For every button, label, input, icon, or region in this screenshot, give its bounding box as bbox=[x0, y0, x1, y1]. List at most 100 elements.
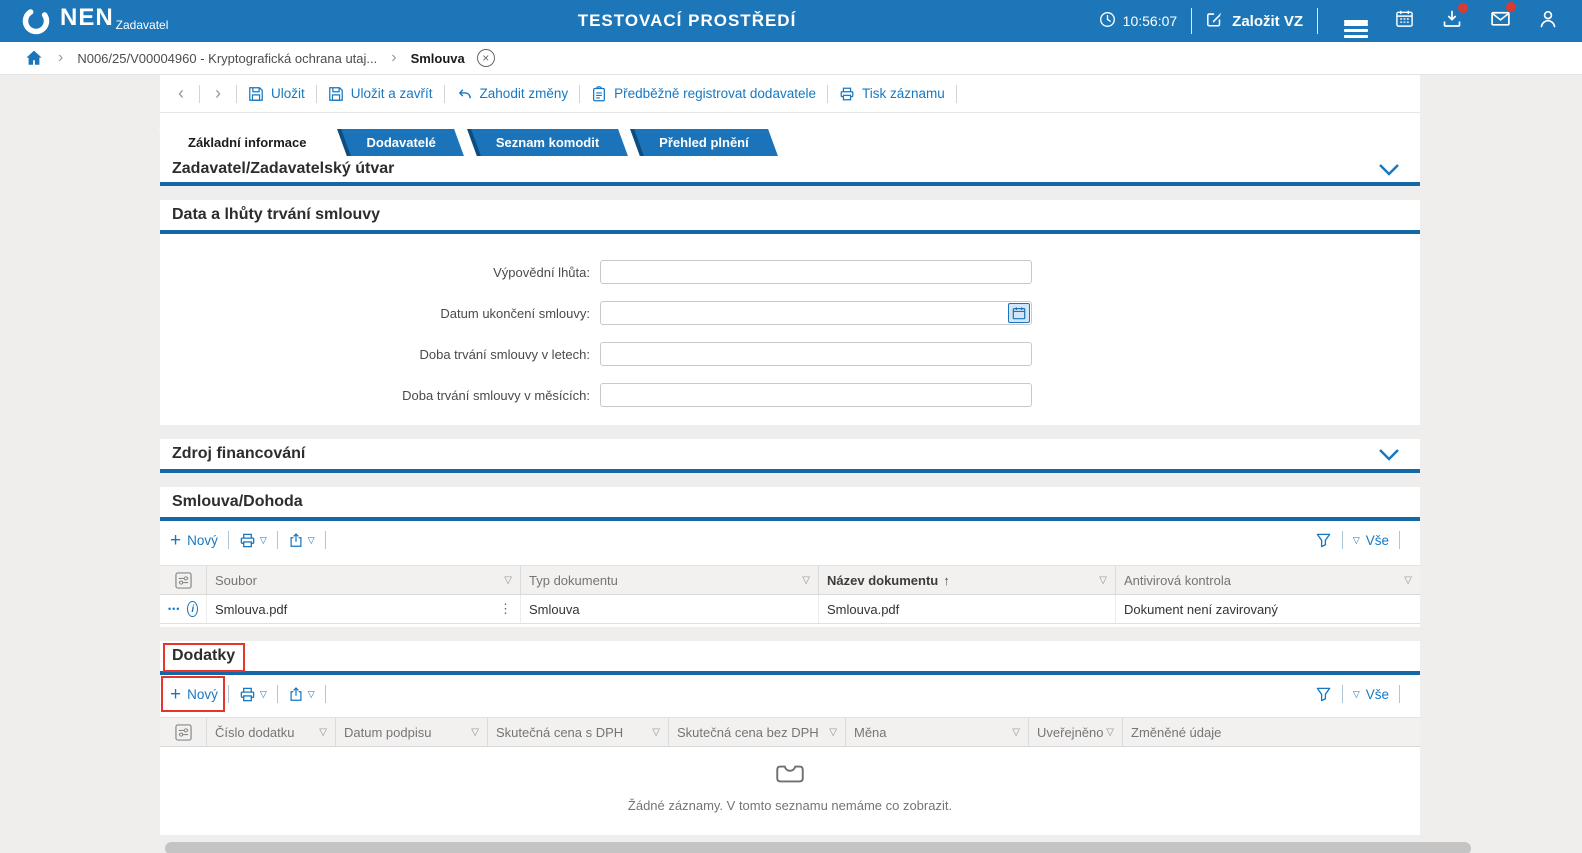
calendar-icon bbox=[1395, 9, 1414, 33]
column-settings-icon bbox=[174, 723, 192, 741]
row-menu-icon[interactable]: ••• bbox=[168, 604, 181, 614]
export-list-button[interactable]: ▽ bbox=[288, 532, 315, 548]
date-picker-button[interactable] bbox=[1008, 303, 1030, 323]
view-all-button[interactable]: ▽ Vše bbox=[1353, 533, 1389, 548]
divider bbox=[199, 84, 200, 103]
column-filter-icon[interactable]: ▽ bbox=[471, 726, 479, 738]
column-filter-icon[interactable]: ▽ bbox=[829, 726, 837, 738]
next-record-button[interactable]: › bbox=[215, 83, 221, 103]
tab-zakladni-informace[interactable]: Základní informace bbox=[159, 129, 336, 156]
printer-icon bbox=[240, 533, 255, 547]
column-label: Typ dokumentu bbox=[529, 572, 618, 588]
export-list-button[interactable]: ▽ bbox=[288, 686, 315, 702]
column-filter-icon[interactable]: ▽ bbox=[652, 726, 660, 738]
session-time: 10:56:07 bbox=[1122, 13, 1178, 29]
tab-dodavatele[interactable]: Dodavatelé bbox=[337, 129, 465, 156]
column-header-antivirova-kontrola[interactable]: Antivirová kontrola ▽ bbox=[1115, 566, 1420, 594]
divider bbox=[955, 84, 957, 103]
expand-section-button[interactable] bbox=[1378, 163, 1400, 176]
calendar-button[interactable] bbox=[1380, 9, 1428, 33]
column-header-nazev-dokumentu[interactable]: Název dokumentu ↑ ▽ bbox=[818, 566, 1115, 594]
tab-label: Základní informace bbox=[188, 135, 307, 150]
cell-nazev-dokumentu: Smlouva.pdf bbox=[827, 601, 900, 617]
column-label: Antivirová kontrola bbox=[1124, 572, 1231, 588]
view-all-button[interactable]: ▽ Vše bbox=[1353, 687, 1389, 702]
create-vz-button[interactable]: Založit VZ bbox=[1206, 10, 1303, 32]
dropdown-icon: ▽ bbox=[1352, 688, 1360, 699]
expand-section-button[interactable] bbox=[1378, 448, 1400, 461]
column-filter-icon[interactable]: ▽ bbox=[1106, 726, 1114, 738]
column-filter-icon[interactable]: ▽ bbox=[504, 574, 512, 586]
column-header-datum-podpisu[interactable]: Datum podpisu ▽ bbox=[335, 718, 487, 746]
print-list-button[interactable]: ▽ bbox=[239, 532, 267, 549]
column-header-uverejneno[interactable]: Uveřejněno ▽ bbox=[1028, 718, 1122, 746]
print-record-label: Tisk záznamu bbox=[861, 86, 945, 101]
cell-antivirova-kontrola: Dokument není zavirovaný bbox=[1124, 601, 1278, 617]
column-label: Skutečná cena bez DPH bbox=[677, 724, 819, 740]
preregister-supplier-button[interactable]: Předběžně registrovat dodavatele bbox=[591, 85, 816, 102]
tab-prehled-plneni[interactable]: Přehled plnění bbox=[630, 129, 778, 156]
clock-icon bbox=[1099, 11, 1116, 31]
column-header-skutecna-cena-s-dph[interactable]: Skutečná cena s DPH ▽ bbox=[487, 718, 668, 746]
doba-trvani-letech-input[interactable] bbox=[600, 342, 1032, 366]
tab-seznam-komodit[interactable]: Seznam komodit bbox=[466, 129, 629, 156]
divider bbox=[1341, 685, 1343, 703]
discard-changes-button[interactable]: Zahodit změny bbox=[456, 85, 569, 102]
filter-button[interactable] bbox=[1315, 532, 1332, 549]
user-profile-button[interactable] bbox=[1524, 9, 1572, 34]
printer-icon bbox=[240, 687, 255, 701]
datum-ukonceni-input[interactable] bbox=[600, 301, 1032, 325]
brand-subtitle: Zadavatel bbox=[115, 17, 169, 32]
doba-trvani-mesicich-input[interactable] bbox=[600, 383, 1032, 407]
save-close-button[interactable]: Uložit a zavřít bbox=[328, 86, 433, 102]
clipboard-icon bbox=[593, 85, 606, 101]
close-record-button[interactable]: × bbox=[476, 49, 495, 67]
downloads-button[interactable] bbox=[1428, 2, 1476, 34]
record-toolbar: ‹ › Uložit Uložit a zavřít bbox=[160, 75, 1420, 113]
horizontal-scrollbar-thumb[interactable] bbox=[165, 842, 1471, 853]
vypovedni-lhuta-input[interactable] bbox=[600, 260, 1032, 284]
dropdown-icon: ▽ bbox=[259, 688, 267, 699]
column-header-soubor[interactable]: Soubor ▽ bbox=[206, 566, 520, 594]
mail-icon bbox=[1490, 8, 1511, 34]
prev-record-button[interactable]: ‹ bbox=[178, 83, 184, 103]
messages-button[interactable] bbox=[1476, 2, 1524, 34]
session-clock: 10:56:07 bbox=[1099, 11, 1178, 31]
print-record-button[interactable]: Tisk záznamu bbox=[839, 86, 945, 102]
sort-ascending-icon: ↑ bbox=[943, 572, 950, 588]
column-header-zmenene-udaje[interactable]: Změněné údaje bbox=[1122, 718, 1420, 746]
table-row[interactable]: ••• i Smlouva.pdf ⋮ Smlouva Smlouva.pdf … bbox=[160, 595, 1420, 624]
empty-tray-icon bbox=[776, 765, 804, 783]
new-document-button[interactable]: + Nový bbox=[170, 531, 218, 550]
top-bar: NEN Zadavatel TESTOVACÍ PROSTŘEDÍ 10:56:… bbox=[0, 0, 1582, 42]
dropdown-icon: ▽ bbox=[307, 688, 315, 699]
divider bbox=[324, 531, 326, 549]
column-filter-icon[interactable]: ▽ bbox=[1012, 726, 1020, 738]
column-header-typ-dokumentu[interactable]: Typ dokumentu ▽ bbox=[520, 566, 818, 594]
column-filter-icon[interactable]: ▽ bbox=[1404, 574, 1412, 586]
print-list-button[interactable]: ▽ bbox=[239, 686, 267, 703]
save-label: Uložit bbox=[271, 86, 305, 101]
breadcrumb-case-item[interactable]: N006/25/V00004960 - Kryptografická ochra… bbox=[77, 50, 378, 66]
column-filter-icon[interactable]: ▽ bbox=[319, 726, 327, 738]
discard-changes-label: Zahodit změny bbox=[479, 86, 569, 101]
download-tray-icon bbox=[1442, 9, 1462, 34]
field-label: Datum ukončení smlouvy: bbox=[440, 305, 590, 321]
home-button[interactable] bbox=[24, 48, 44, 68]
row-handle-icon[interactable]: ⋮ bbox=[499, 601, 512, 616]
column-settings-button[interactable] bbox=[160, 718, 206, 746]
column-settings-button[interactable] bbox=[160, 566, 206, 594]
menu-button[interactable] bbox=[1332, 17, 1380, 38]
info-icon[interactable]: i bbox=[187, 601, 198, 617]
new-dodatek-button[interactable]: + Nový bbox=[170, 685, 218, 704]
column-header-skutecna-cena-bez-dph[interactable]: Skutečná cena bez DPH ▽ bbox=[668, 718, 845, 746]
nen-logo[interactable]: NEN Zadavatel bbox=[20, 1, 168, 42]
column-filter-icon[interactable]: ▽ bbox=[1099, 574, 1107, 586]
section-title: Zdroj financování bbox=[172, 445, 306, 462]
filter-button[interactable] bbox=[1315, 686, 1332, 703]
filter-funnel-icon bbox=[1316, 687, 1331, 701]
column-filter-icon[interactable]: ▽ bbox=[802, 574, 810, 586]
column-header-mena[interactable]: Měna ▽ bbox=[845, 718, 1028, 746]
column-header-cislo-dodatku[interactable]: Číslo dodatku ▽ bbox=[206, 718, 335, 746]
save-button[interactable]: Uložit bbox=[248, 86, 305, 102]
